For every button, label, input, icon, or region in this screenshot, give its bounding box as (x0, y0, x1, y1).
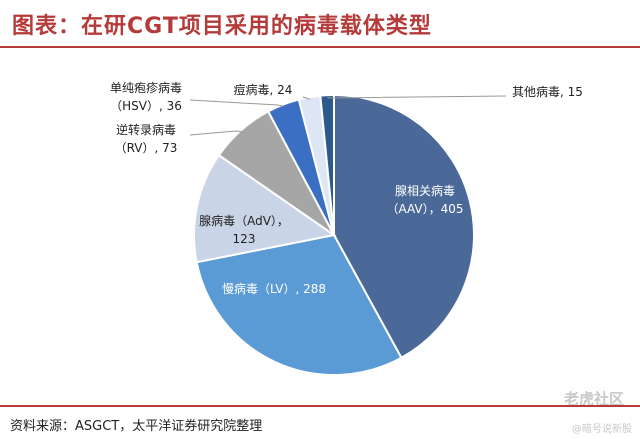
leader-line-6 (327, 95, 507, 99)
leader-line-4 (189, 99, 285, 107)
watermark: 老虎社区 (563, 390, 624, 408)
slice-label-1-line-0: 慢病毒（LV）, 288 (222, 281, 326, 296)
slice-label-0-line-0: 腺相关病毒 (395, 183, 455, 198)
slice-label-0-line-1: （AAV），405 (386, 202, 463, 216)
slice-label-5-line-0: 痘病毒, 24 (234, 82, 293, 97)
slice-label-4-line-1: （HSV）, 36 (110, 99, 182, 113)
chart-title: 图表：在研CGT项目采用的病毒载体类型 (12, 14, 432, 39)
pie-slice-2 (193, 153, 337, 264)
slice-label-4-line-0: 单纯疱疹病毒 (110, 80, 182, 95)
pie-slice-1 (195, 233, 403, 376)
source-note: 资料来源：ASGCT，太平洋证券研究院整理 (10, 419, 263, 434)
slice-label-3-line-1: （RV）, 73 (115, 141, 178, 155)
slice-label-2-line-0: 腺病毒（AdV）， (199, 213, 289, 228)
bottom-divider (0, 405, 640, 407)
slice-label-6-line-0: 其他病毒, 15 (512, 84, 583, 99)
slice-label-3-line-0: 逆转录病毒 (116, 122, 176, 137)
watermark-sub: @暗号说新股 (572, 424, 632, 435)
leader-line-3 (189, 130, 243, 136)
pie-slice-6 (319, 93, 335, 236)
leader-line-5 (302, 96, 310, 100)
pie-slice-0 (333, 93, 475, 360)
top-divider (0, 46, 640, 48)
slice-label-2-line-1: 123 (233, 232, 256, 246)
